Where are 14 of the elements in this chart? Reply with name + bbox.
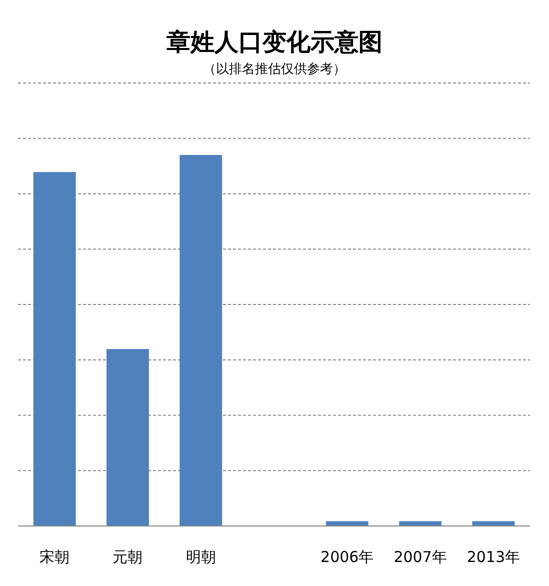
bar: [33, 172, 76, 526]
bar: [180, 154, 222, 526]
x-tick-label: 2007年: [394, 548, 447, 566]
chart-title: 章姓人口变化示意图: [166, 27, 382, 56]
x-tick-label: 2006年: [320, 548, 374, 566]
x-tick-label: 元朝: [112, 548, 143, 566]
x-tick-label: 宋朝: [40, 548, 70, 566]
bar: [399, 521, 442, 526]
chart-subtitle: （以排名推估仅供参考）: [203, 62, 346, 77]
x-tick-label: 明朝: [186, 548, 216, 566]
bar: [106, 349, 149, 526]
bar: [326, 521, 368, 526]
bar: [472, 521, 515, 526]
x-tick-label: 2013年: [466, 548, 520, 566]
